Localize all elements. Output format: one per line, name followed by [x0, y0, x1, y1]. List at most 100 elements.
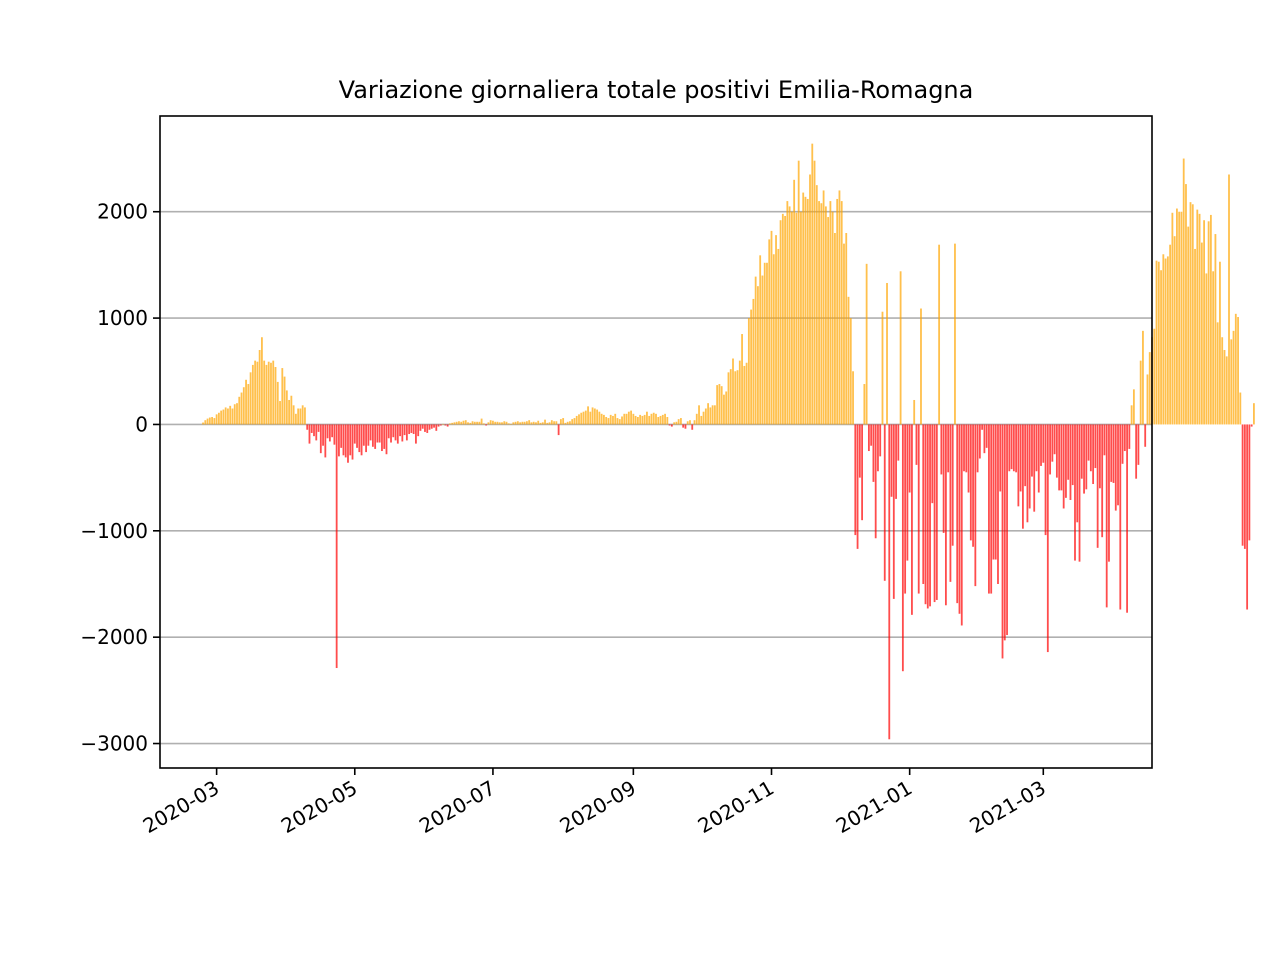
- bar: [489, 420, 492, 425]
- bar: [972, 424, 974, 547]
- bar: [983, 424, 986, 454]
- bar: [1178, 211, 1181, 425]
- bar: [670, 424, 673, 427]
- bar: [584, 410, 587, 425]
- bar: [999, 424, 1002, 492]
- bar: [315, 424, 318, 441]
- bar: [1148, 352, 1151, 425]
- bar: [877, 424, 879, 472]
- bar: [682, 424, 685, 428]
- bar: [365, 424, 367, 453]
- bar: [392, 424, 395, 438]
- bar: [804, 196, 807, 425]
- bar: [926, 424, 929, 609]
- bar: [385, 424, 388, 455]
- bar: [874, 424, 877, 539]
- bar: [265, 364, 268, 425]
- bar: [922, 424, 925, 584]
- bar: [494, 421, 497, 425]
- bar: [1110, 424, 1113, 482]
- bar: [650, 413, 653, 425]
- bar: [695, 413, 698, 425]
- bar: [473, 421, 476, 425]
- bar: [458, 421, 460, 425]
- bar: [279, 401, 281, 425]
- bar: [913, 399, 916, 425]
- bar: [317, 424, 320, 432]
- bar: [333, 424, 336, 445]
- bar: [1067, 424, 1070, 480]
- bar: [1028, 424, 1031, 509]
- bar: [304, 407, 306, 425]
- bar: [381, 424, 383, 452]
- bar: [1166, 256, 1169, 425]
- bar: [770, 230, 773, 425]
- bar: [1006, 424, 1008, 636]
- bar: [655, 413, 657, 425]
- bar: [666, 417, 669, 425]
- bar: [607, 418, 610, 425]
- bar: [467, 422, 469, 425]
- bar: [881, 311, 884, 425]
- bar: [646, 411, 648, 425]
- bar: [591, 407, 594, 425]
- bar: [723, 394, 725, 425]
- bar: [215, 414, 218, 425]
- bar: [256, 361, 259, 425]
- bar: [469, 422, 472, 425]
- bar: [1203, 220, 1205, 425]
- y-tick-label: −2000: [80, 625, 148, 649]
- bar: [920, 308, 922, 425]
- bar: [448, 423, 451, 425]
- bar: [1209, 214, 1212, 425]
- bar: [1092, 424, 1095, 485]
- bar: [301, 405, 304, 425]
- bar: [326, 424, 329, 439]
- bar: [947, 424, 950, 473]
- bar: [605, 417, 608, 425]
- bar: [1196, 209, 1199, 425]
- bar: [988, 424, 990, 594]
- bar: [550, 420, 553, 425]
- bar: [290, 395, 293, 425]
- bar: [1069, 424, 1072, 500]
- bar: [956, 424, 959, 604]
- bar: [1078, 424, 1081, 562]
- bar: [738, 360, 741, 425]
- bar: [1230, 339, 1233, 425]
- bar: [1237, 317, 1239, 425]
- bar: [949, 424, 952, 582]
- bar: [439, 424, 442, 426]
- bar: [353, 424, 356, 444]
- bar: [476, 421, 478, 425]
- bar: [313, 424, 315, 437]
- bar: [383, 424, 386, 449]
- bar: [217, 412, 220, 425]
- bar: [797, 160, 800, 425]
- bar: [371, 424, 374, 447]
- bar: [211, 417, 213, 425]
- bar: [788, 206, 791, 425]
- bar: [575, 415, 578, 425]
- bar: [707, 403, 709, 425]
- bar: [587, 406, 589, 425]
- bar: [958, 424, 961, 614]
- bar: [487, 422, 490, 425]
- bar: [555, 421, 558, 425]
- bar: [700, 415, 703, 425]
- bar: [1012, 424, 1015, 472]
- bar: [976, 424, 979, 473]
- bar: [643, 414, 646, 425]
- bar: [559, 419, 562, 425]
- bar: [310, 424, 313, 433]
- bar: [285, 390, 288, 425]
- bar: [213, 418, 216, 425]
- bar: [557, 424, 560, 436]
- bar: [220, 410, 223, 425]
- bar: [405, 424, 408, 441]
- bar: [634, 415, 637, 425]
- bar: [858, 424, 861, 478]
- bar: [537, 420, 540, 425]
- bar: [539, 422, 542, 425]
